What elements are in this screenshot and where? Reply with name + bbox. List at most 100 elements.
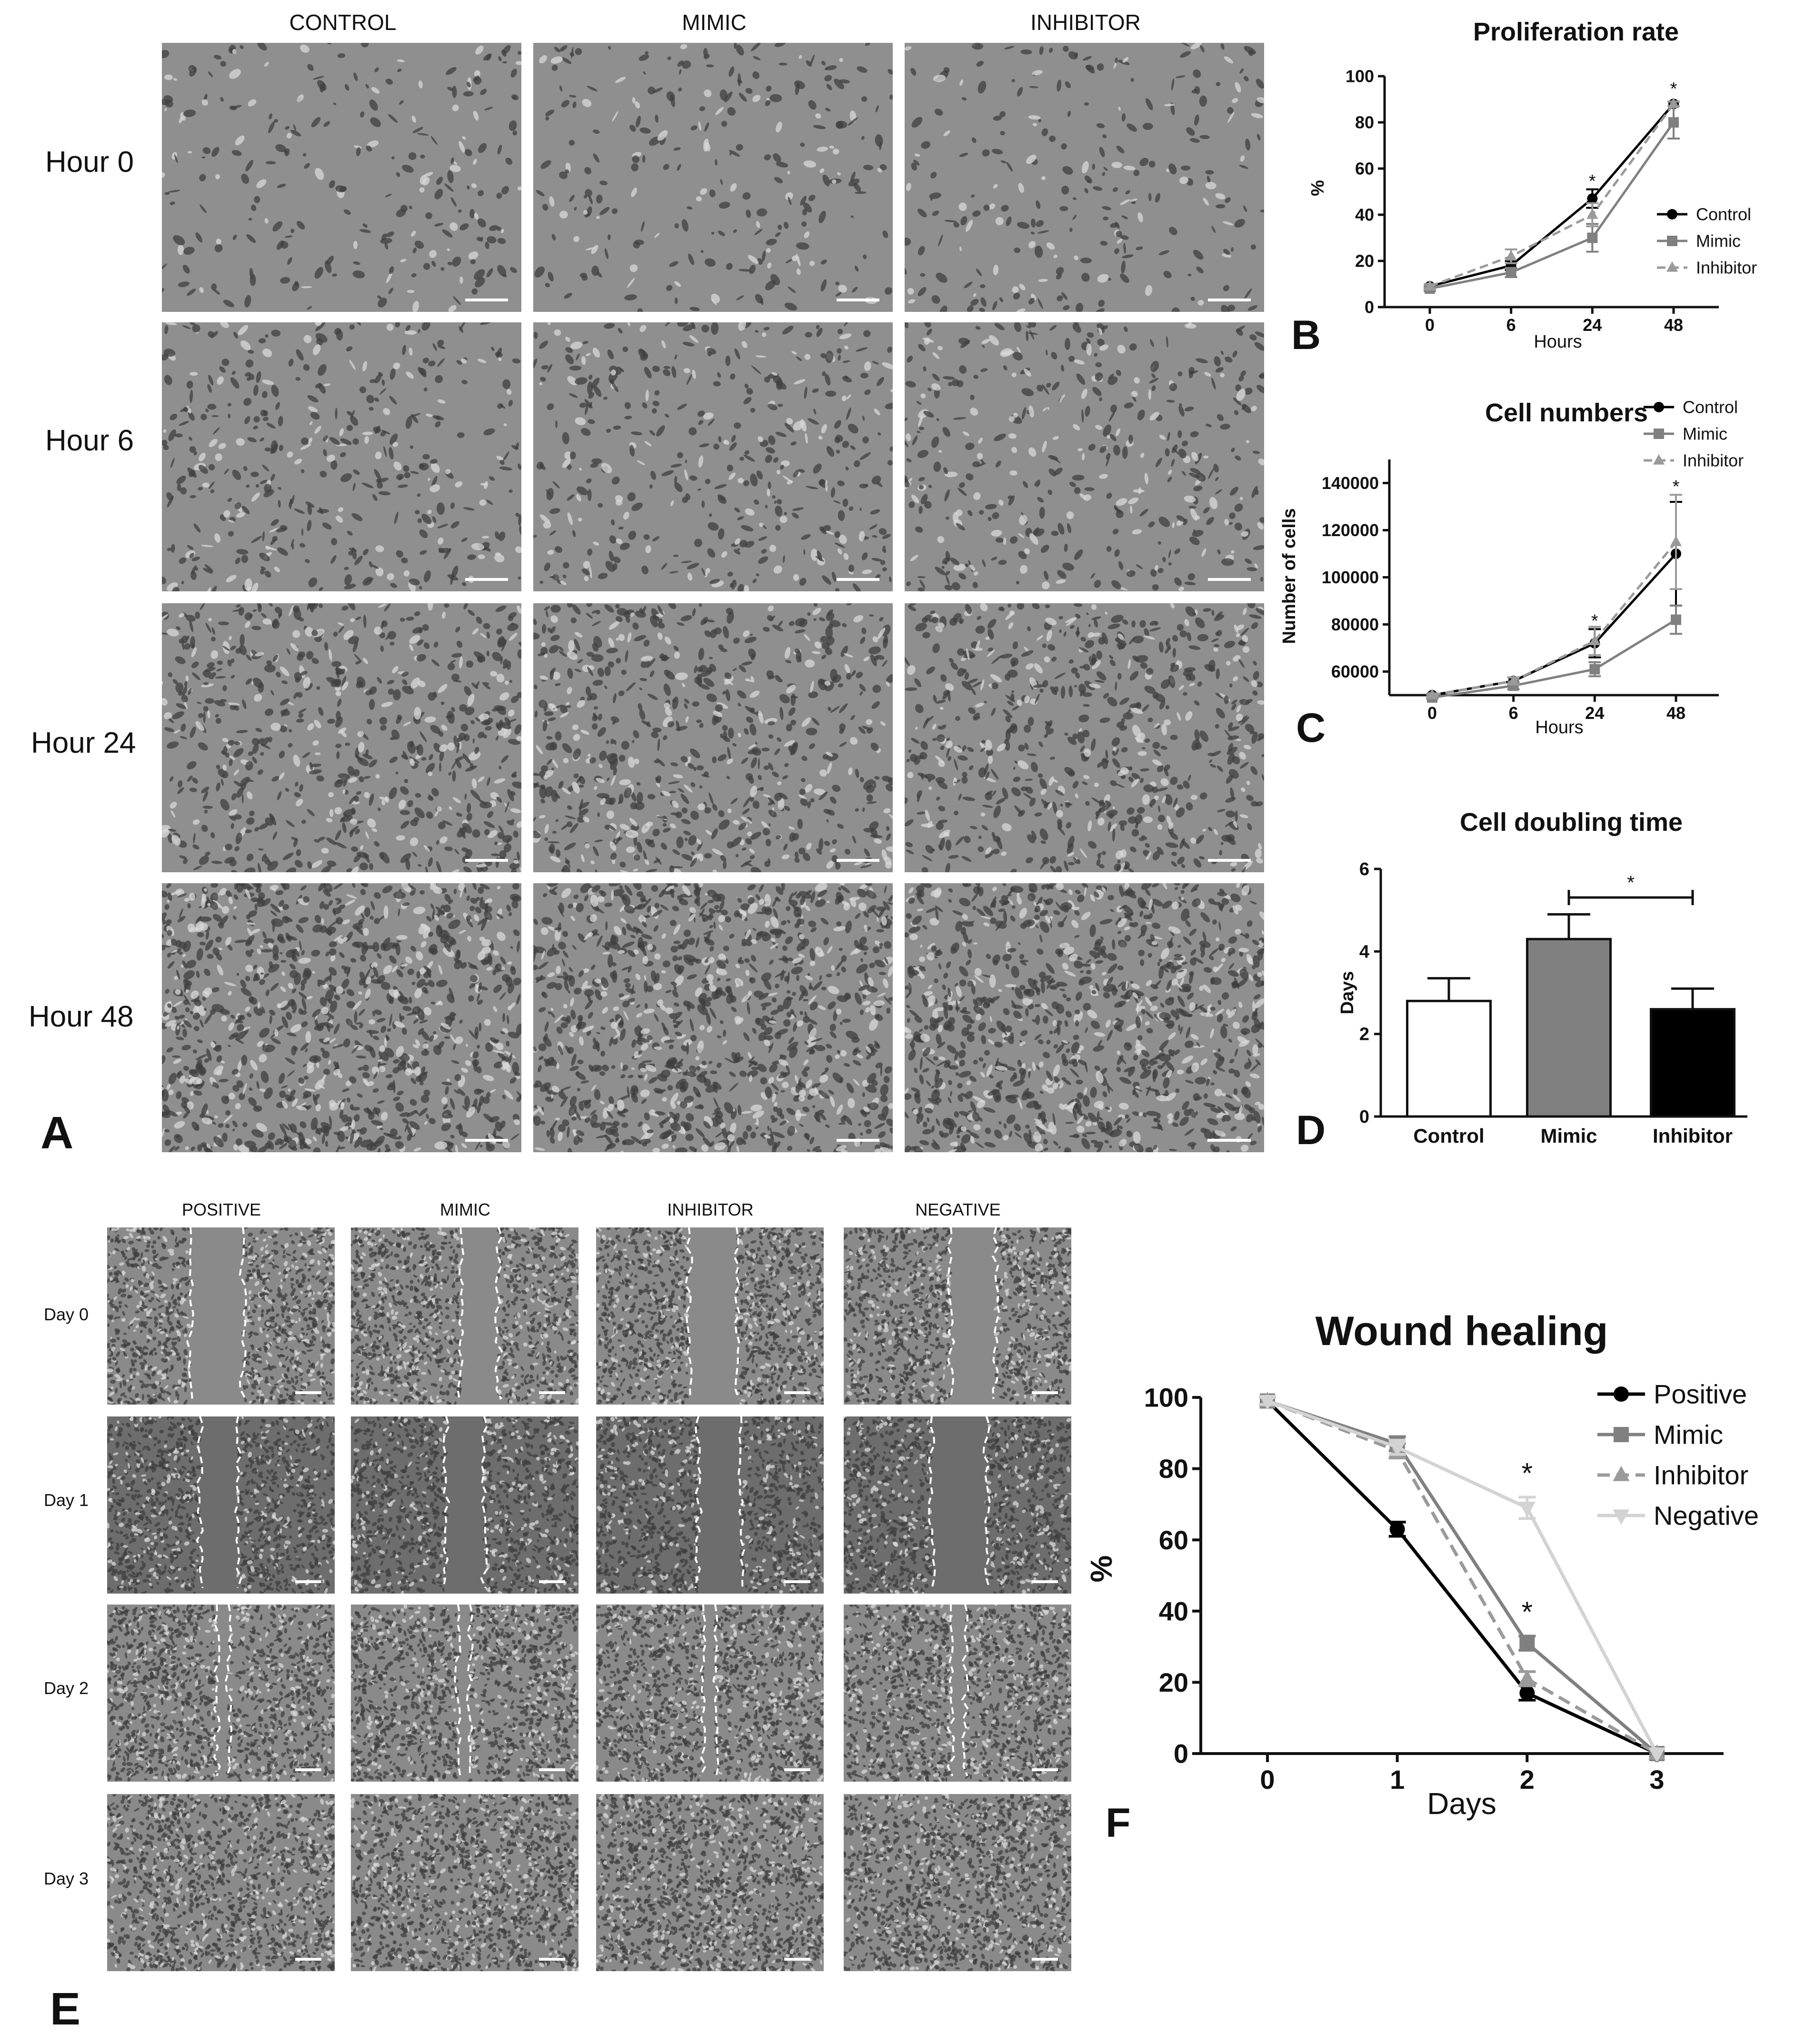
chart-b-ytick-label: 100 [1346,67,1374,86]
scratch-image-inhibitor-day1 [596,1416,824,1594]
chart-b-ylabel: % [1308,180,1328,196]
panelA-row-hour6: Hour 6 [45,424,134,458]
chart-f-xlabel: Days [1427,1786,1496,1821]
scale-bar [465,859,508,862]
chart-c-legend-marker [1654,429,1664,439]
chart-b-point-mimic [1587,232,1598,243]
chart-f-ytick-label: 60 [1159,1525,1188,1555]
chart-c-point-mimic [1671,614,1681,625]
chart-d-title: Cell doubling time [1460,808,1683,837]
chart-f-point-negative [1648,1747,1665,1763]
scratch-image-negative-day2 [844,1605,1071,1782]
scale-bar [295,1580,321,1583]
panel-letter-a: A [40,1107,73,1159]
chart-d-ytick-label: 0 [1359,1107,1369,1127]
chart-d-category-control: Control [1413,1125,1484,1147]
chart-f-ytick-label: 100 [1144,1383,1188,1413]
scale-bar [539,1768,565,1771]
scratch-image-inhibitor-day0 [596,1227,824,1405]
chart-f-series-inhibitor-line [1266,1399,1658,1755]
chart-c-xlabel: Hours [1535,718,1583,738]
scale-bar [1208,859,1251,862]
scale-bar [1208,299,1251,301]
panelE-col-negative: NEGATIVE [844,1200,1072,1220]
chart-b-ytick-label: 0 [1365,298,1374,317]
micrograph-mimic-hour24 [533,603,893,872]
chart-b-ytick-label: 40 [1355,205,1374,225]
chart-b-xtick-label: 24 [1583,315,1602,335]
chart-f-significance-star: * [1522,1457,1533,1489]
chart-c-ylabel: Number of cells [1279,508,1299,644]
scratch-image-mimic-day1 [351,1416,578,1594]
scale-bar [784,1768,810,1771]
panel-letter-d: D [1296,1107,1326,1154]
chart-f-ylabel: % [1084,1555,1118,1583]
panelE-col-mimic: MIMIC [351,1200,579,1220]
scale-bar [784,1958,810,1961]
scale-bar [784,1580,810,1583]
scratch-image-mimic-day0 [351,1227,578,1405]
chart-b-legend-control: Control [1696,205,1751,224]
chart-b-point-inhibitor [1586,208,1598,219]
chart-b-point-control [1587,193,1598,204]
chart-c-ytick-label: 140000 [1322,473,1379,493]
scale-bar [295,1768,321,1771]
scale-bar [837,299,879,301]
micrograph-mimic-hour48 [533,883,893,1152]
chart-f-point-positive [1519,1685,1535,1701]
chart-f-legend-marker [1613,1466,1630,1481]
chart-c-xtick-label: 24 [1585,703,1604,723]
scale-bar [1032,1958,1058,1961]
chart-f-legend-inhibitor: Inhibitor [1654,1460,1748,1490]
chart-d-ylabel: Days [1337,971,1357,1015]
panelA-col-control: CONTROL [162,10,524,35]
panelE-col-inhibitor: INHIBITOR [596,1200,825,1220]
panel-letter-e: E [50,1983,80,2035]
chart-c-point-mimic [1589,664,1600,675]
scale-bar [465,299,508,301]
chart-c-title: Cell numbers [1485,399,1648,427]
chart-f-legend-marker [1614,1427,1629,1442]
chart-c-ytick-label: 120000 [1322,520,1379,540]
chart-f-point-negative [1389,1441,1406,1456]
chart-c-legend-control: Control [1683,398,1738,417]
micrograph-mimic-hour6 [533,322,893,591]
scale-bar [465,1139,508,1142]
chart-c-point-inhibitor [1589,634,1601,645]
chart-c-xtick-label: 48 [1666,703,1685,723]
panelE-row-day1: Day 1 [44,1490,89,1510]
chart-b-legend-marker [1667,209,1677,219]
scratch-image-positive-day2 [107,1605,335,1782]
scratch-image-mimic-day3 [351,1794,578,1971]
scratch-image-inhibitor-day2 [596,1605,824,1782]
chart-b-xtick-label: 0 [1425,315,1435,335]
scratch-image-positive-day0 [107,1227,335,1405]
chart-f-ytick-label: 20 [1159,1667,1188,1697]
chart-b-point-mimic [1668,117,1679,128]
chart-f-xtick-label: 3 [1649,1765,1664,1795]
chart-b-legend-marker [1666,261,1678,272]
chart-b-series-inhibitor-line [1429,103,1675,288]
chart-f-point-negative [1518,1502,1536,1517]
chart-c-series-inhibitor-line [1432,541,1677,697]
panelA-col-mimic: MIMIC [533,10,895,35]
chart-d-ytick-label: 2 [1359,1025,1369,1045]
chart-d-ytick-label: 6 [1359,859,1369,879]
chart-c-xtick-label: 6 [1509,703,1518,723]
chart-b-point-mimic [1506,267,1516,278]
scratch-image-negative-day3 [844,1794,1071,1971]
scale-bar [1208,1139,1251,1142]
panelA-row-hour24: Hour 24 [31,726,136,760]
chart-f-significance-star: * [1522,1596,1533,1628]
chart-f-point-inhibitor [1518,1669,1536,1685]
scale-bar [295,1391,321,1394]
chart-d-bar-inhibitor [1650,1008,1735,1118]
chart-d-category-mimic: Mimic [1540,1125,1597,1147]
scale-bar [1208,578,1251,581]
scratch-image-positive-day3 [107,1794,335,1971]
chart-c-point-inhibitor [1426,688,1438,699]
chart-c-ytick-label: 80000 [1331,615,1379,634]
chart-c-legend-marker [1654,402,1664,412]
scale-bar [837,578,879,581]
scratch-image-mimic-day2 [351,1605,578,1782]
